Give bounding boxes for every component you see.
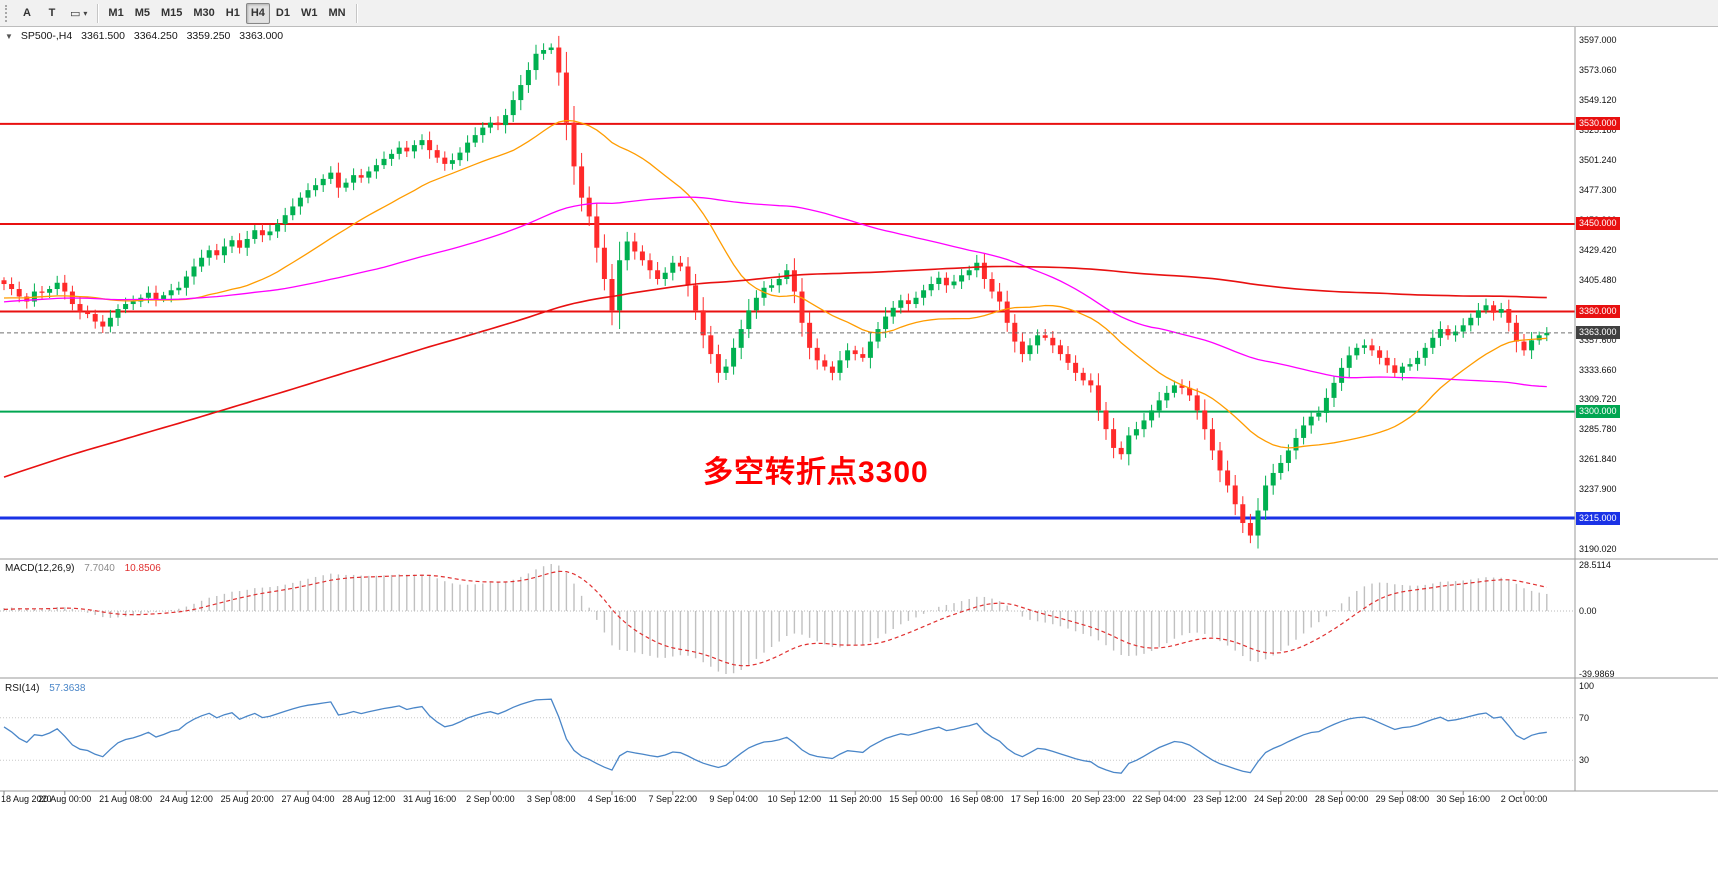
time-axis-label: 28 Sep 00:00 — [1314, 794, 1369, 804]
price-axis-label: 3501.240 — [1579, 154, 1617, 165]
timeframe-button-m15[interactable]: M15 — [160, 7, 183, 19]
price-axis-label: 3357.600 — [1579, 334, 1617, 345]
collapse-chart-icon[interactable]: ▼ — [5, 32, 13, 41]
macd-axis-label: 28.5114 — [1579, 560, 1611, 570]
symbol-ohlc-header: ▼ SP500-,H4 3361.500 3364.250 3359.250 3… — [5, 30, 289, 42]
time-axis-label: 17 Sep 16:00 — [1010, 794, 1065, 804]
price-axis-label: 3333.660 — [1579, 364, 1617, 375]
price-line-badge-3215.000: 3215.000 — [1576, 511, 1620, 525]
time-axis-label: 3 Sep 08:00 — [526, 794, 576, 804]
price-axis-label: 3261.840 — [1579, 454, 1617, 465]
timeframe-button-h1[interactable]: H1 — [225, 7, 240, 19]
time-axis-label: 18 Aug 2020 — [1, 794, 52, 804]
macd-axis-label: 0.00 — [1579, 606, 1597, 616]
time-axis-label: 21 Aug 08:00 — [99, 794, 153, 804]
macd-axis-label: -39.9869 — [1579, 669, 1615, 679]
symbol-period-label: SP500-,H4 — [20, 30, 73, 42]
time-axis-label: 25 Aug 20:00 — [220, 794, 274, 804]
timeframe-button-m30[interactable]: M30 — [193, 7, 215, 19]
timeframe-toolbar: M1 M5 M15 M30 H1 H4 D1 W1 MN — [103, 2, 350, 24]
chart-canvas[interactable] — [0, 27, 1718, 893]
price-line-badge-3450.000: 3450.000 — [1576, 217, 1620, 231]
drawing-toolbar: A T ▭ ▾ — [15, 3, 92, 24]
toolbar-drag-grip[interactable] — [5, 4, 10, 22]
price-axis-label: 3429.420 — [1579, 244, 1617, 255]
chart-annotation-text[interactable]: 多空转折点3300 — [703, 456, 929, 489]
timeframe-button-m1[interactable]: M1 — [108, 7, 124, 19]
rsi-axis-label: 100 — [1579, 681, 1595, 691]
price-axis-label: 3597.000 — [1579, 35, 1617, 45]
close-value: 3363.000 — [239, 30, 284, 42]
chevron-down-icon: ▾ — [83, 8, 88, 18]
timeframe-button-w1[interactable]: W1 — [300, 7, 318, 19]
price-line-badge-3530.000: 3530.000 — [1576, 117, 1620, 131]
text-tool-button[interactable]: T — [48, 7, 56, 19]
macd-indicator-label: MACD(12,26,9) 7.7040 10.8506 — [5, 563, 168, 574]
price-axis-label: 3405.480 — [1579, 274, 1617, 285]
drawing-tools-button[interactable]: ▭ ▾ — [70, 7, 88, 20]
macd-histogram — [3, 564, 1548, 674]
rsi-value: 57.3638 — [49, 683, 86, 694]
time-axis-label: 11 Sep 20:00 — [828, 794, 882, 804]
time-axis-label: 27 Aug 04:00 — [281, 794, 335, 804]
time-axis-label: 2 Oct 00:00 — [1500, 794, 1548, 804]
toolbar: A T ▭ ▾ M1 M5 M15 M30 H1 H4 D1 W1 MN — [0, 0, 1718, 27]
high-value: 3364.250 — [133, 30, 178, 42]
rsi-axis-label: 30 — [1579, 755, 1590, 766]
price-axis-label: 3285.780 — [1579, 424, 1617, 435]
moving-average-ma-medium — [3, 196, 1547, 388]
rsi-name: RSI(14) — [5, 683, 40, 694]
time-axis-label: 23 Sep 12:00 — [1193, 794, 1247, 804]
time-axis-label: 24 Sep 20:00 — [1254, 794, 1308, 804]
text-label-tool-button[interactable]: A — [23, 7, 31, 19]
timeframe-button-h4[interactable]: H4 — [245, 2, 270, 24]
time-axis-label: 20 Sep 23:00 — [1071, 794, 1126, 804]
price-line-badge-3380.000: 3380.000 — [1576, 305, 1620, 319]
rsi-axis-label: 70 — [1579, 712, 1590, 723]
macd-signal-line — [3, 570, 1547, 667]
rsi-indicator-label: RSI(14) 57.3638 — [5, 683, 92, 694]
time-axis-label: 31 Aug 16:00 — [403, 794, 457, 804]
open-value: 3361.500 — [81, 30, 125, 42]
low-value: 3359.250 — [186, 30, 231, 42]
time-axis-label: 28 Aug 12:00 — [342, 794, 396, 804]
time-axis-label: 30 Sep 16:00 — [1436, 794, 1490, 804]
moving-average-ma-slow — [3, 265, 1547, 478]
time-axis-label: 2 Sep 00:00 — [466, 794, 515, 804]
price-axis-label: 3573.060 — [1579, 64, 1617, 75]
time-axis-label: 15 Sep 00:00 — [889, 794, 943, 804]
price-axis-label: 3549.120 — [1579, 94, 1617, 105]
toolbar-separator — [97, 3, 99, 23]
time-axis-label: 22 Sep 04:00 — [1132, 794, 1186, 804]
chart-area: ▼ SP500-,H4 3361.500 3364.250 3359.250 3… — [0, 27, 1718, 893]
time-axis-label: 9 Sep 04:00 — [709, 794, 758, 804]
timeframe-button-mn[interactable]: MN — [328, 7, 346, 19]
time-axis-label: 7 Sep 22:00 — [648, 794, 698, 804]
time-axis-label: 16 Sep 08:00 — [950, 794, 1004, 804]
price-axis-label: 3190.020 — [1579, 544, 1617, 555]
moving-average-ma-fast — [3, 119, 1547, 449]
time-axis-label: 20 Aug 00:00 — [38, 794, 92, 804]
timeframe-button-m5[interactable]: M5 — [134, 7, 150, 19]
rsi-line — [3, 698, 1547, 774]
time-axis-label: 29 Sep 08:00 — [1375, 794, 1430, 804]
timeframe-button-d1[interactable]: D1 — [275, 7, 290, 19]
time-axis-label: 24 Aug 12:00 — [159, 794, 213, 804]
price-line-badge-3300.000: 3300.000 — [1576, 405, 1620, 419]
toolbar-separator — [355, 3, 357, 23]
price-axis-label: 3477.300 — [1579, 184, 1617, 195]
macd-name: MACD(12,26,9) — [5, 563, 75, 574]
candlestick-series — [1, 35, 1550, 549]
macd-signal-value: 10.8506 — [124, 563, 161, 574]
price-axis-label: 3237.900 — [1579, 484, 1617, 495]
macd-main-value: 7.7040 — [84, 563, 115, 574]
time-axis-label: 10 Sep 12:00 — [767, 794, 822, 804]
current-price-badge: 3363.000 — [1576, 326, 1620, 340]
time-axis-label: 4 Sep 16:00 — [587, 794, 637, 804]
price-axis-label: 3309.720 — [1579, 394, 1617, 405]
